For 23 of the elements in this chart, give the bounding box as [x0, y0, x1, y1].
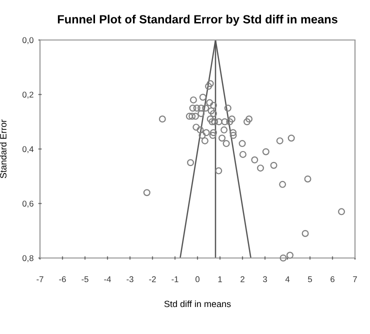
x-tick-label: 1 [218, 276, 222, 282]
y-axis-title: Standard Error [0, 120, 6, 178]
y-tick-label: 0,2 [22, 92, 34, 99]
x-tick-label: -2 [149, 276, 156, 282]
y-tick-label: 0,6 [22, 200, 34, 208]
x-tick-label: 2 [240, 276, 244, 282]
y-tick-label: 0,8 [22, 255, 34, 262]
x-tick-label: 0 [196, 276, 200, 282]
y-tick-label: 0,0 [22, 37, 34, 44]
x-tick-label: 5 [308, 276, 312, 282]
chart-title: Funnel Plot of Standard Error by Std diff in means [58, 14, 338, 26]
x-tick-label: -3 [126, 276, 134, 282]
x-tick-label: -5 [82, 276, 88, 282]
x-axis-title: Std diff in means [164, 300, 231, 308]
x-tick-label: -6 [59, 276, 66, 282]
x-tick-label: -1 [172, 276, 178, 282]
x-tick-label: 6 [330, 276, 334, 282]
x-tick-label: 4 [285, 276, 290, 282]
x-tick-label: -7 [36, 276, 44, 282]
x-tick-label: -4 [104, 276, 111, 282]
x-tick-label: 7 [353, 276, 357, 282]
x-tick-label: 3 [263, 276, 267, 282]
y-tick-label: 0,4 [22, 146, 34, 154]
